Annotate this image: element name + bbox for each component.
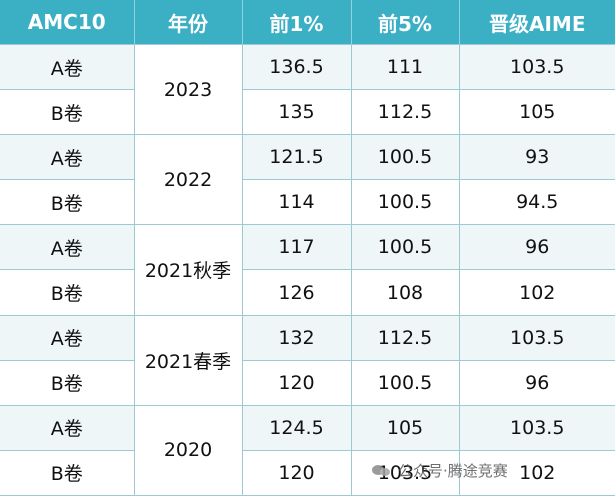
- aime-cell: 93: [458, 134, 615, 181]
- header-amc10: AMC10: [0, 0, 135, 45]
- table-body: A卷 2023 136.5 111 103.5 B卷 135 112.5 105…: [0, 43, 615, 496]
- table-row: A卷 2021秋季 117 100.5 96: [0, 224, 615, 316]
- paper-cell: B卷: [0, 269, 135, 316]
- top1-cell: 132: [241, 314, 352, 361]
- top1-cell: 126: [241, 269, 352, 316]
- table-row: A卷 2022 121.5 100.5 93: [0, 134, 615, 226]
- table-row: B卷 126 108 102: [0, 269, 615, 316]
- header-top1: 前1%: [242, 0, 352, 45]
- paper-cell: A卷: [0, 224, 135, 271]
- aime-cell: 105: [458, 89, 615, 136]
- top5-cell: 100.5: [350, 359, 460, 406]
- paper-cell: A卷: [0, 314, 135, 361]
- year-cell: 2021春季: [133, 314, 243, 406]
- table-row: A卷 2021春季 132 112.5 103.5: [0, 314, 615, 406]
- table-row: B卷 135 112.5 105: [0, 89, 615, 136]
- header-aime: 晋级AIME: [459, 0, 615, 45]
- top1-cell: 117: [241, 224, 352, 271]
- top5-cell: 100.5: [350, 134, 460, 181]
- top1-cell: 135: [241, 89, 352, 136]
- table-header: AMC10 年份 前1% 前5% 晋级AIME: [0, 0, 615, 45]
- aime-cell: 96: [458, 359, 615, 406]
- year-cell: 2020: [133, 404, 243, 496]
- top5-cell: 105: [350, 404, 460, 451]
- top5-cell: 108: [350, 269, 460, 316]
- paper-cell: B卷: [0, 179, 135, 226]
- aime-cell: 103.5: [458, 314, 615, 361]
- top1-cell: 114: [241, 179, 352, 226]
- year-cell: 2023: [133, 43, 243, 136]
- aime-cell: 103.5: [458, 404, 615, 451]
- table-row: B卷 120 103.5 102: [0, 449, 615, 496]
- table-row: B卷 120 100.5 96: [0, 359, 615, 406]
- paper-cell: B卷: [0, 89, 135, 136]
- top5-cell: 112.5: [350, 89, 460, 136]
- top1-cell: 124.5: [241, 404, 352, 451]
- table-row: A卷 2020 124.5 105 103.5: [0, 404, 615, 496]
- top5-cell: 112.5: [350, 314, 460, 361]
- top1-cell: 121.5: [241, 134, 352, 181]
- year-cell: 2022: [133, 134, 243, 226]
- header-top5: 前5%: [351, 0, 460, 45]
- header-row: AMC10 年份 前1% 前5% 晋级AIME: [0, 0, 615, 45]
- paper-cell: B卷: [0, 359, 135, 406]
- aime-cell: 96: [458, 224, 615, 271]
- table-row: B卷 114 100.5 94.5: [0, 179, 615, 226]
- top1-cell: 120: [241, 359, 352, 406]
- top5-cell: 100.5: [350, 179, 460, 226]
- paper-cell: B卷: [0, 449, 135, 496]
- aime-cell: 102: [458, 449, 615, 496]
- top5-cell: 111: [350, 43, 460, 91]
- header-year: 年份: [134, 0, 243, 45]
- aime-cell: 102: [458, 269, 615, 316]
- table-row: A卷 2023 136.5 111 103.5: [0, 43, 615, 136]
- paper-cell: A卷: [0, 43, 135, 91]
- top1-cell: 120: [241, 449, 352, 496]
- paper-cell: A卷: [0, 134, 135, 181]
- aime-cell: 103.5: [458, 43, 615, 91]
- aime-cell: 94.5: [458, 179, 615, 226]
- top5-cell: 103.5: [350, 449, 460, 496]
- year-cell: 2021秋季: [133, 224, 243, 316]
- top1-cell: 136.5: [241, 43, 352, 91]
- top5-cell: 100.5: [350, 224, 460, 271]
- paper-cell: A卷: [0, 404, 135, 451]
